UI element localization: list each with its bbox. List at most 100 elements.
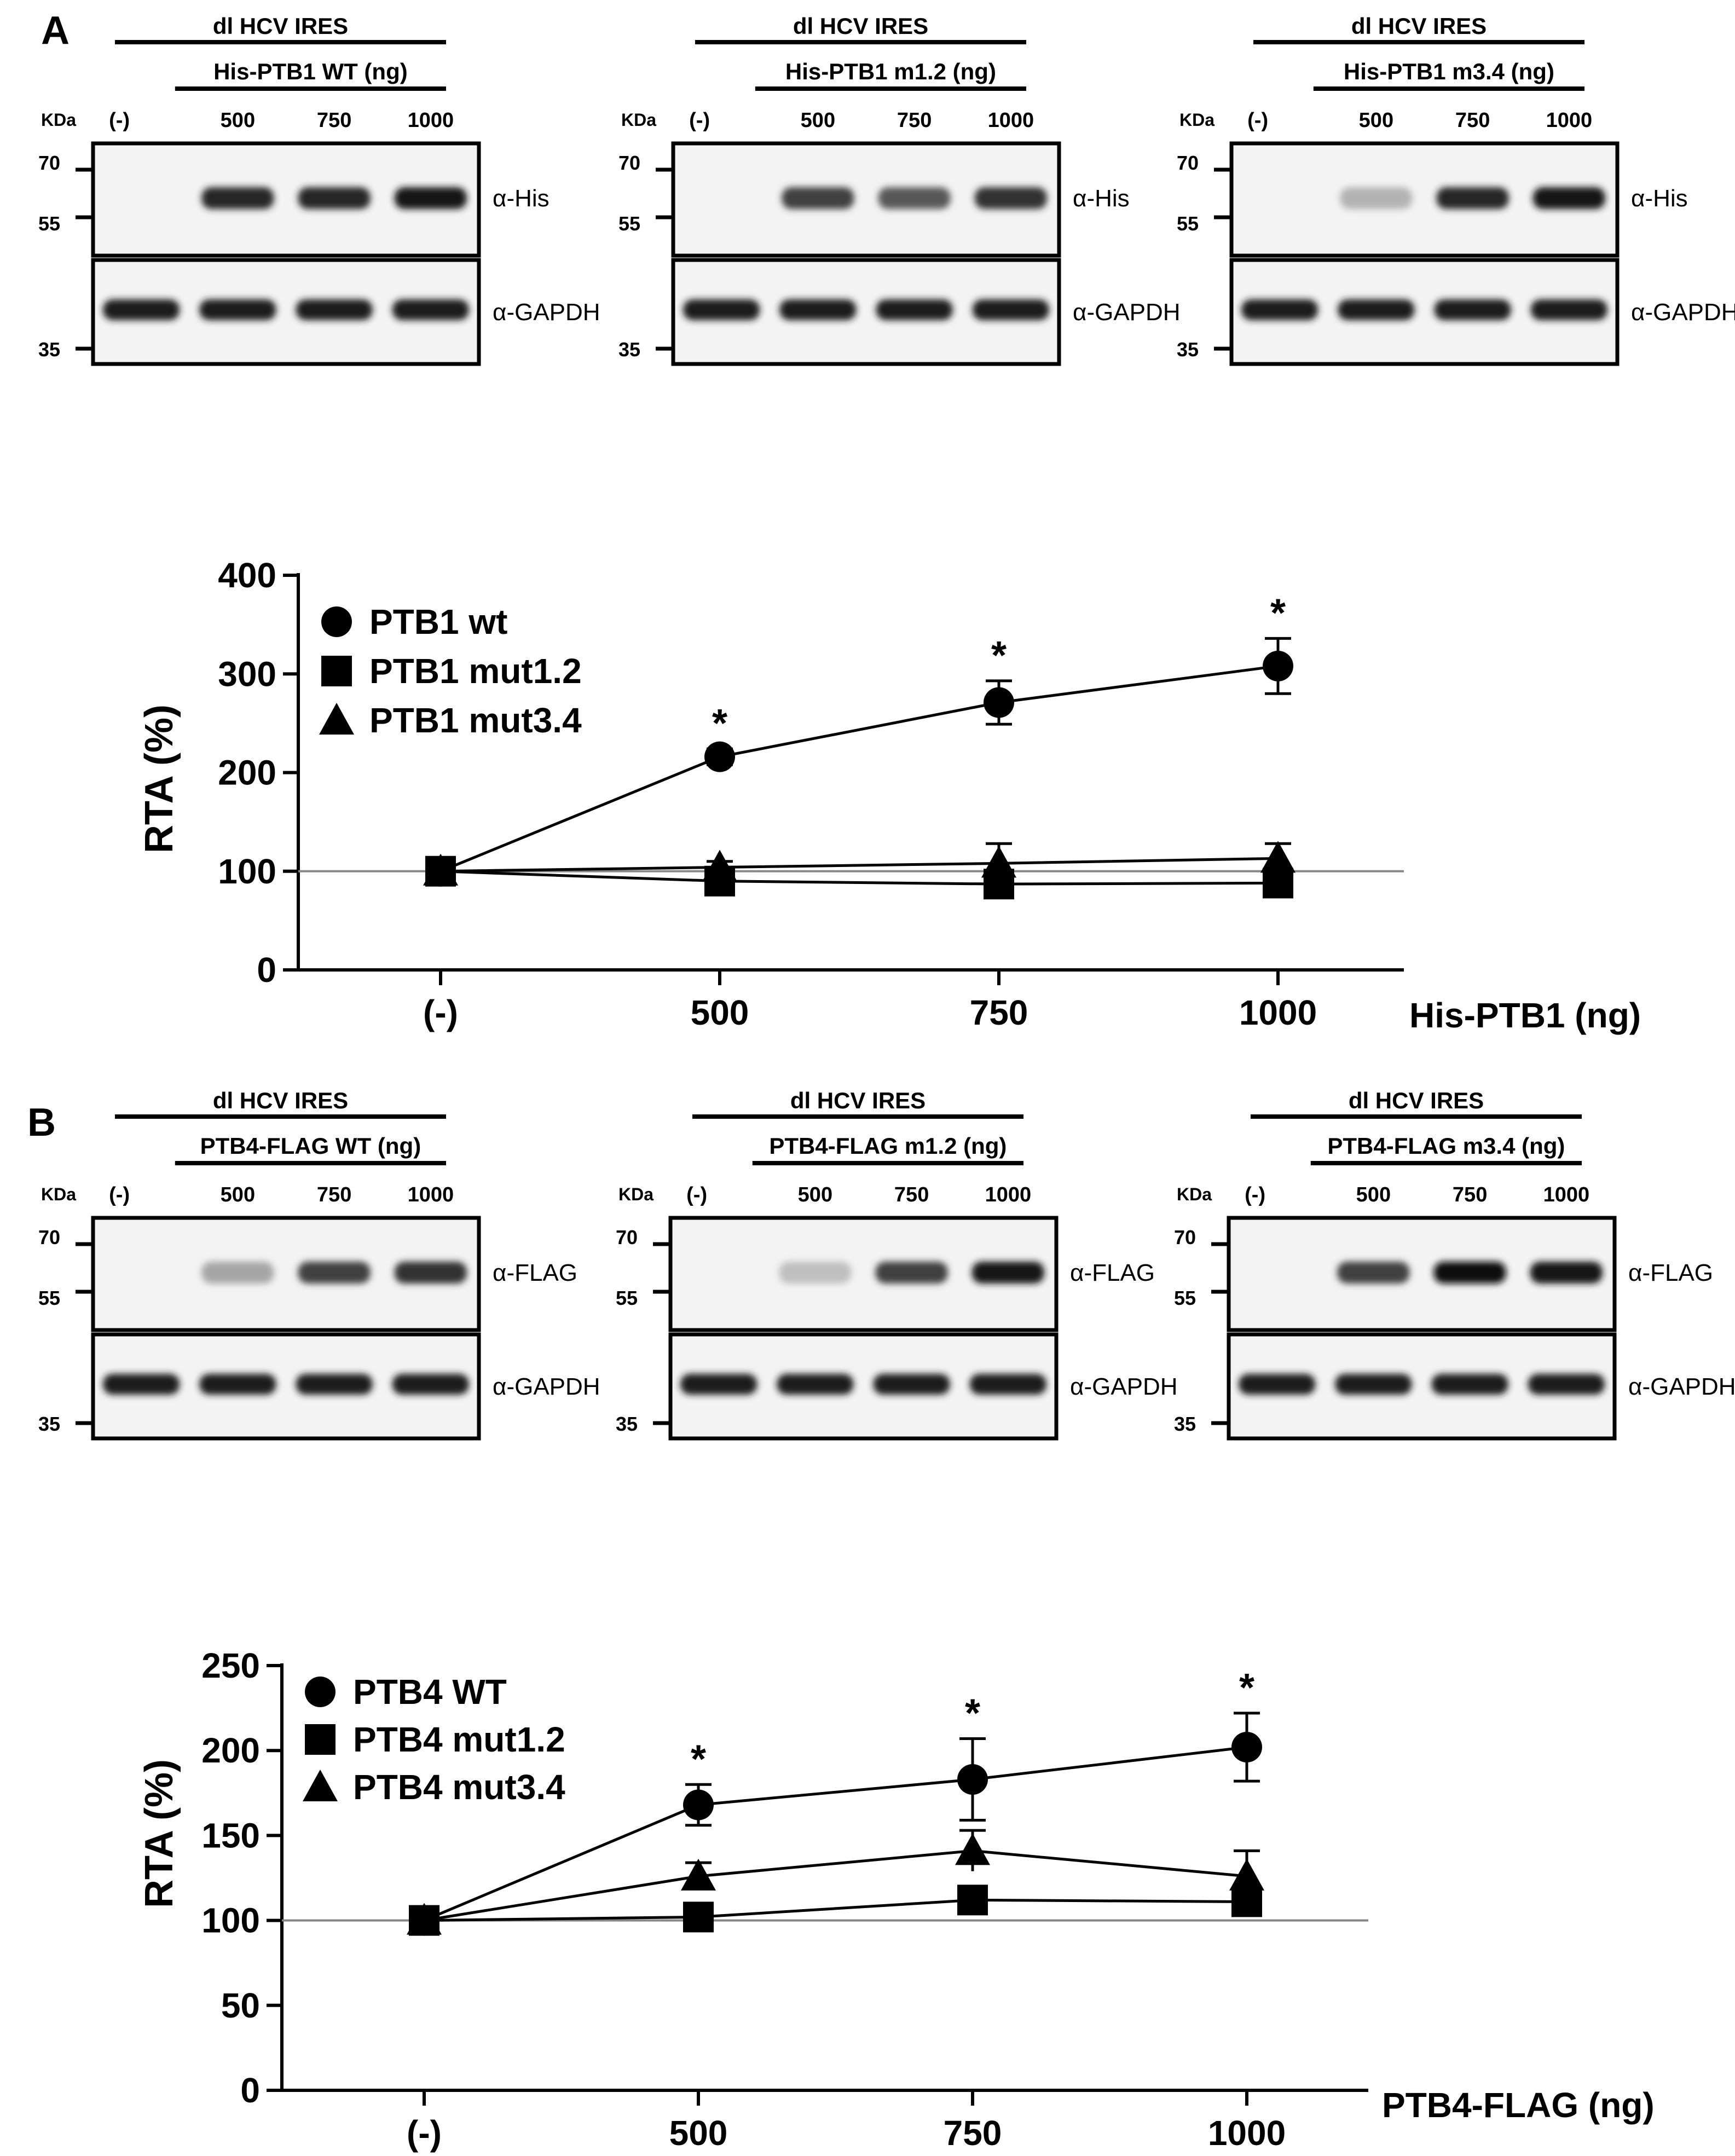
protein-band: [1530, 1262, 1603, 1284]
protein-band: [394, 187, 467, 209]
y-tick-label: 250: [201, 1646, 260, 1685]
mw-label: 35: [618, 338, 640, 361]
chart-b-axes: 0 50 100 150 200 250 (-) 500 750 1000: [201, 1646, 1368, 2153]
gapdh-band: [392, 1374, 469, 1395]
top-antibody-label: α-His: [1631, 185, 1688, 212]
protein-band: [1433, 1262, 1506, 1284]
gapdh-band: [103, 299, 180, 320]
gapdh-band: [969, 1374, 1046, 1395]
legend-marker-triangle: [319, 703, 354, 735]
series-line: [440, 870, 1279, 886]
protein-band: [394, 1262, 467, 1284]
chart-a: 0 100 200 300 400 (-) 500 750 1000 * * * RTA (%) H…: [137, 556, 1641, 1035]
top-antibody-label: α-FLAG: [493, 1259, 577, 1286]
kda-label: KDa: [621, 110, 656, 130]
kda-label: KDa: [1179, 110, 1214, 130]
gapdh-band: [777, 1374, 854, 1395]
mw-label: 55: [38, 212, 60, 235]
top-antibody-label: α-FLAG: [1070, 1259, 1155, 1286]
data-point: [1229, 1858, 1264, 1891]
gapdh-band: [296, 1374, 373, 1395]
mw-label: 35: [1174, 1413, 1196, 1435]
protein-band: [971, 1262, 1044, 1284]
lane-label: 500: [221, 109, 255, 132]
series-line: [424, 1898, 1247, 1922]
kda-label: KDa: [1177, 1184, 1212, 1204]
bottom-antibody-label: α-GAPDH: [493, 299, 600, 326]
mw-label: 70: [1177, 152, 1199, 174]
protein-band: [1340, 187, 1413, 209]
series-line: [440, 664, 1279, 873]
data-point: [702, 849, 737, 882]
gapdh-band: [103, 1374, 180, 1395]
gapdh-band: [680, 1374, 757, 1395]
lane-label: (-): [686, 1183, 707, 1206]
x-tick-label: 1000: [1208, 2113, 1286, 2153]
chart-b: 0 50 100 150 200 250 (-) 500 750 1000 * * * RTA (%)…: [137, 1646, 1655, 2153]
protein-label: PTB4-FLAG m1.2 (ng): [769, 1133, 1007, 1159]
protein-band: [298, 187, 371, 209]
blot-a-1: dl HCV IRES His-PTB1 WT (ng) KDa (-) 500 750 1…: [38, 13, 600, 366]
mw-label: 55: [1177, 212, 1199, 235]
y-tick-label: 50: [221, 1986, 260, 2025]
data-point: [423, 853, 458, 886]
protein-band: [878, 187, 951, 209]
blot-a-3: dl HCV IRES His-PTB1 m3.4 (ng) KDa (-) 500 75…: [1177, 13, 1735, 366]
protein-band: [1436, 187, 1509, 209]
chart-b-legend: PTB4 WT PTB4 mut1.2 PTB4 mut3.4: [303, 1672, 565, 1807]
lane-label: 750: [317, 109, 351, 132]
top-antibody-label: α-His: [1073, 185, 1130, 212]
legend-label: PTB4 mut3.4: [353, 1767, 565, 1807]
x-tick-label: 500: [691, 993, 749, 1032]
y-tick-label: 200: [201, 1731, 260, 1770]
x-tick-label: 750: [944, 2113, 1002, 2153]
blot-a-2: dl HCV IRES His-PTB1 m1.2 (ng) KDa (-) 500 75…: [618, 13, 1181, 366]
chart-a-legend: PTB1 wt PTB1 mut1.2 PTB1 mut3.4: [319, 602, 582, 740]
data-point: [407, 1903, 442, 1935]
legend-label: PTB1 mut3.4: [369, 701, 582, 740]
lane-label: 1000: [988, 109, 1034, 132]
data-point: [1263, 650, 1293, 681]
panel-letter-a: A: [41, 9, 70, 53]
x-tick-label: (-): [407, 2113, 442, 2153]
gapdh-band: [392, 299, 469, 320]
lane-label: 750: [894, 1183, 929, 1206]
lane-label: 750: [897, 109, 932, 132]
data-point: [955, 1833, 990, 1865]
bottom-antibody-label: α-GAPDH: [1628, 1373, 1735, 1400]
data-point: [981, 846, 1016, 878]
legend-marker-square: [321, 656, 352, 686]
mw-label: 70: [616, 1226, 638, 1248]
x-tick-label: 750: [970, 993, 1028, 1032]
lane-label: (-): [109, 109, 130, 132]
chart-a-axes: 0 100 200 300 400 (-) 500 750 1000: [218, 556, 1404, 1032]
protein-label: His-PTB1 m3.4 (ng): [1344, 59, 1554, 84]
lane-label: 1000: [985, 1183, 1032, 1206]
mw-label: 55: [38, 1287, 60, 1309]
mw-label: 35: [38, 338, 60, 361]
protein-band: [298, 1262, 371, 1284]
legend-marker-square: [305, 1724, 336, 1755]
mw-label: 70: [38, 1226, 60, 1248]
gapdh-band: [683, 299, 760, 320]
significance-star: *: [965, 1691, 980, 1735]
mw-label: 55: [618, 212, 640, 235]
gapdh-band: [1530, 299, 1607, 320]
legend-label: PTB1 wt: [369, 602, 507, 641]
significance-star: *: [691, 1737, 706, 1781]
mw-label: 35: [38, 1413, 60, 1435]
significance-star: *: [991, 634, 1007, 678]
lane-label: 750: [1455, 109, 1490, 132]
protein-label: His-PTB1 WT (ng): [213, 59, 408, 84]
western-blots: dl HCV IRES His-PTB1 WT (ng) KDa (-) 500 750 1…: [38, 13, 1735, 1441]
lane-label: 1000: [1543, 1183, 1590, 1206]
significance-star: *: [1239, 1666, 1254, 1710]
mw-label: 70: [618, 152, 640, 174]
data-point: [683, 1901, 714, 1933]
y-tick-label: 150: [201, 1816, 260, 1855]
protein-label: PTB4-FLAG m3.4 (ng): [1327, 1133, 1565, 1159]
kda-label: KDa: [41, 1184, 76, 1204]
gapdh-band: [1528, 1374, 1605, 1395]
significance-star: *: [1270, 591, 1286, 635]
y-tick-label: 0: [257, 950, 276, 990]
